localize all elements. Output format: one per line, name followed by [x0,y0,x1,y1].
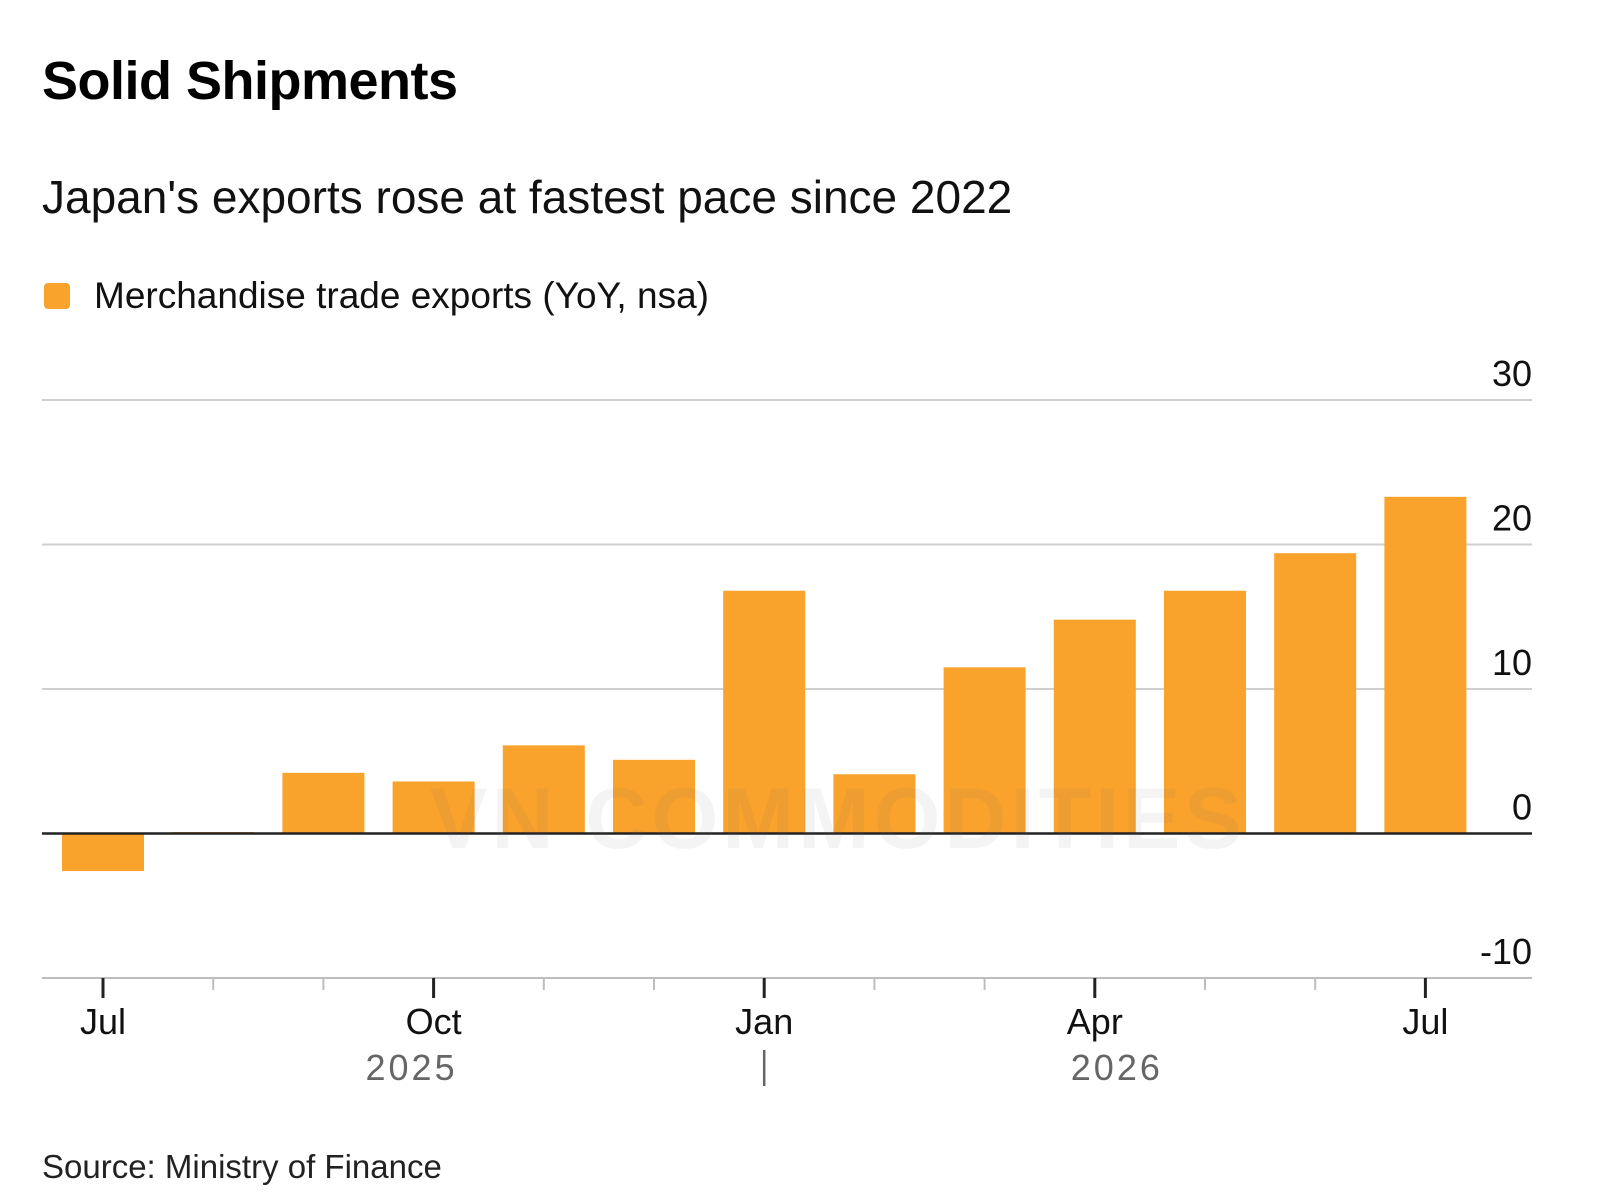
bar [723,590,806,834]
source-note: Source: Ministry of Finance [42,1148,442,1185]
bar [282,772,365,834]
x-tick-label: Jul [1402,1001,1448,1042]
chart-title: Solid Shipments [42,51,458,111]
y-tick-label: 10 [1492,642,1532,683]
y-tick-label: 30 [1492,353,1532,394]
bar [502,745,585,834]
legend-label: Merchandise trade exports (YoY, nsa) [94,275,709,316]
x-tick-label: Jul [80,1001,126,1042]
bar [1164,590,1246,834]
bar [1384,496,1467,834]
year-label: 2025 [366,1047,458,1088]
x-tick-label: Apr [1067,1001,1123,1042]
x-tick-label: Jan [735,1001,793,1042]
y-tick-label: -10 [1480,931,1532,972]
legend-swatch [44,283,70,309]
legend: Merchandise trade exports (YoY, nsa) [44,275,709,317]
year-label: 2026 [1071,1047,1163,1088]
bar [833,774,916,834]
bar [943,667,1026,834]
bar [1053,619,1136,834]
bar [613,759,695,834]
bar [62,833,144,872]
x-tick-label: Oct [406,1001,462,1042]
bar [1274,553,1357,834]
y-tick-label: 0 [1512,787,1532,828]
bar [392,781,475,834]
chart-subtitle: Japan's exports rose at fastest pace sin… [42,171,1013,223]
y-tick-label: 20 [1492,498,1532,539]
